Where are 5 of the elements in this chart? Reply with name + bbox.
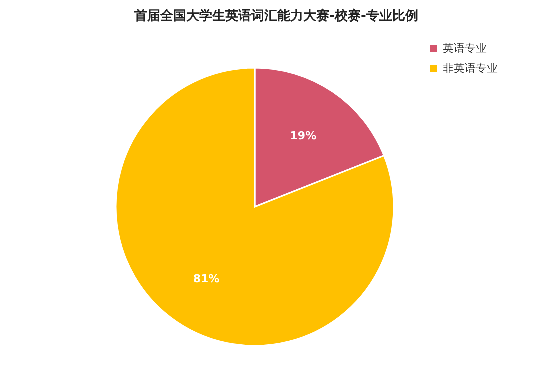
data-label: 19% [290, 130, 317, 143]
data-label: 81% [193, 272, 220, 286]
legend-label: 英语专业 [443, 42, 487, 55]
legend-label: 非英语专业 [443, 62, 498, 75]
chart-title: 首届全国大学生英语词汇能力大赛-校赛-专业比例 [134, 8, 418, 24]
